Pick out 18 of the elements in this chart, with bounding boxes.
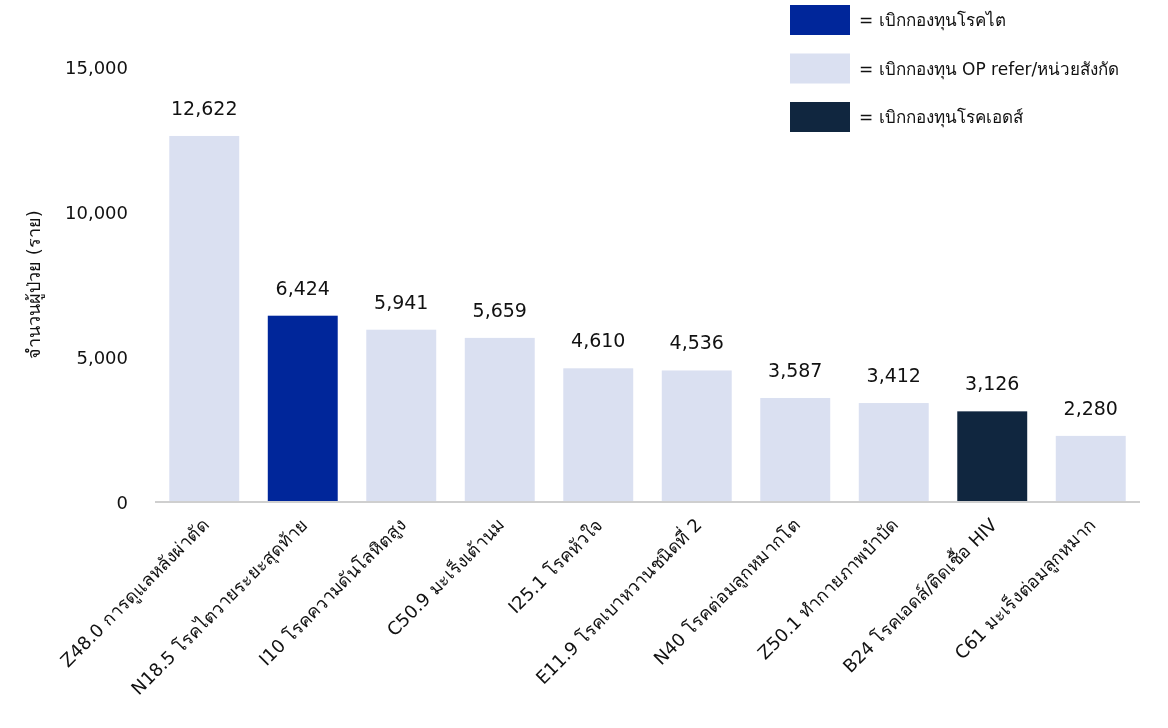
y-tick-label: 5,000 (76, 346, 128, 368)
legend-label: = เบิกกองทุนโรคเอดส์ (859, 107, 1024, 128)
data-label: 12,622 (171, 96, 238, 119)
data-label: 3,126 (965, 372, 1020, 395)
data-label: 3,587 (768, 358, 823, 381)
data-label: 6,424 (275, 276, 330, 299)
data-label: 3,412 (866, 364, 921, 387)
y-tick-label: 10,000 (65, 201, 128, 223)
data-label: 4,610 (571, 329, 626, 352)
y-axis-title: จำนวนผู้ป่วย (ราย) (23, 210, 45, 359)
y-tick-label: 0 (116, 491, 128, 513)
y-tick-label: 15,000 (65, 56, 128, 78)
legend-label: = เบิกกองทุนโรคไต (859, 10, 1006, 31)
data-label: 5,659 (472, 298, 527, 321)
data-label: 5,941 (374, 290, 429, 313)
legend-label: = เบิกกองทุน OP refer/หน่วยสังกัด (859, 58, 1120, 80)
data-label: 2,280 (1063, 396, 1118, 419)
data-label: 4,536 (669, 331, 724, 354)
